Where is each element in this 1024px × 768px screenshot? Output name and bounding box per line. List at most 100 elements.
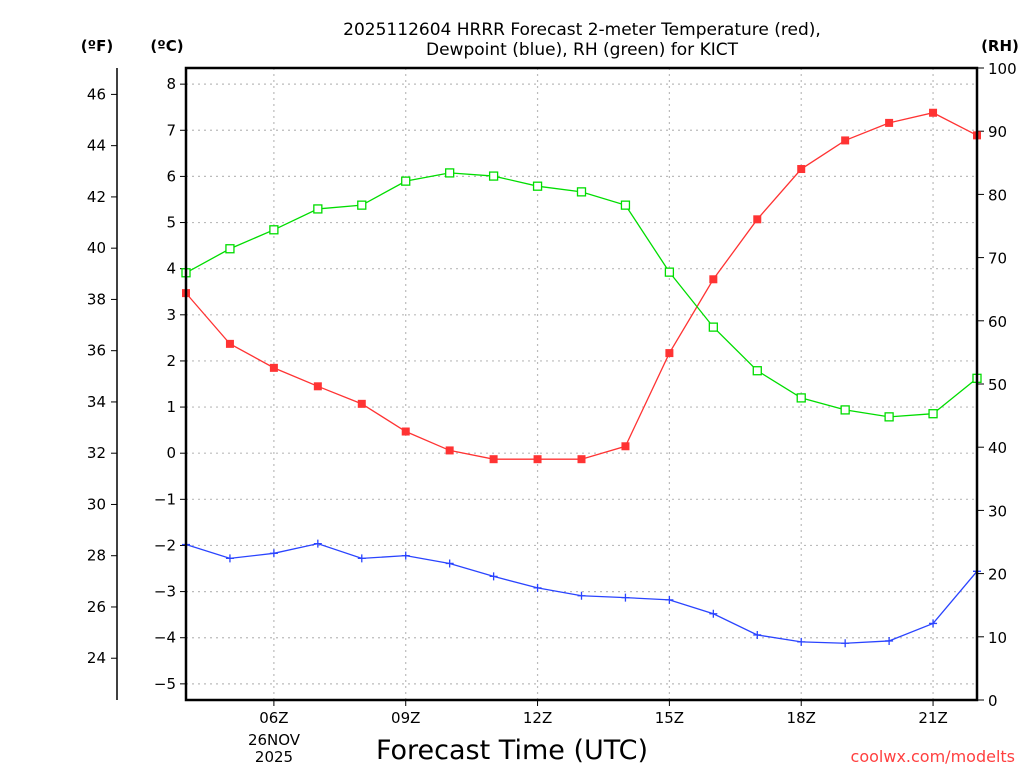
rh-point [488, 171, 499, 181]
celsius-tick-label: −1 [154, 490, 176, 508]
rh-tick-label: 50 [988, 376, 1007, 394]
dewpoint-point [269, 549, 278, 558]
dewpoint-point [533, 583, 542, 592]
temperature-point [225, 339, 234, 348]
celsius-tick-label: 5 [166, 214, 176, 232]
celsius-tick-label: 0 [166, 444, 176, 462]
rh-tick-label: 30 [988, 502, 1007, 520]
rh-point [357, 200, 367, 210]
rh-point [884, 412, 894, 422]
temperature-point [885, 118, 894, 127]
rh-tick-label: 60 [988, 313, 1007, 331]
temperature-point [929, 108, 938, 117]
dewpoint-point [225, 554, 234, 563]
dewpoint-point [445, 559, 454, 568]
fahrenheit-tick-label: 24 [87, 649, 106, 667]
dewpoint-point [841, 639, 850, 648]
rh-point [840, 405, 850, 415]
rh-point [708, 322, 718, 332]
rh-point [664, 267, 675, 277]
dewpoint-point [753, 630, 762, 639]
x-tick-label: 06Z [259, 709, 288, 727]
dewpoint-point [709, 609, 718, 618]
fahrenheit-tick-label: 38 [87, 290, 106, 308]
temperature-point [709, 275, 718, 284]
dewpoint-point [577, 591, 586, 600]
x-tick-label: 21Z [918, 709, 947, 727]
fahrenheit-tick-label: 44 [87, 137, 106, 155]
rh-point [313, 204, 323, 214]
dewpoint-point [797, 637, 806, 646]
fahrenheit-tick-label: 32 [87, 444, 106, 462]
celsius-tick-label: −5 [154, 675, 176, 693]
rh-tick-label: 80 [988, 186, 1007, 204]
rh-point [532, 181, 543, 191]
celsius-tick-label: 6 [166, 167, 176, 185]
rh-point [620, 200, 631, 210]
x-tick-label: 09Z [391, 709, 420, 727]
dewpoint-point [885, 636, 894, 645]
dewpoint-point [665, 595, 674, 604]
dewpoint-point [929, 619, 938, 628]
dewpoint-point [401, 551, 410, 560]
fahrenheit-tick-label: 26 [87, 598, 106, 616]
rh-point [225, 244, 235, 254]
chart-title-line-2: Dewpoint (blue), RH (green) for KICT [426, 40, 739, 60]
celsius-tick-label: −4 [154, 629, 176, 647]
temperature-point [445, 446, 454, 455]
date-label-year: 2025 [255, 748, 293, 766]
rh-point [445, 168, 455, 178]
rh-tick-label: 40 [988, 439, 1007, 457]
temperature-point [797, 165, 806, 174]
dewpoint-point [489, 572, 498, 581]
fahrenheit-tick-label: 30 [87, 495, 106, 513]
x-tick-label: 15Z [655, 709, 684, 727]
x-tick-label: 12Z [523, 709, 552, 727]
celsius-tick-label: 1 [166, 398, 176, 416]
celsius-tick-label: −2 [154, 536, 176, 554]
temperature-point [357, 399, 366, 408]
celsius-tick-label: 4 [166, 260, 176, 278]
temperature-point [401, 427, 410, 436]
rh-point [928, 409, 938, 419]
rh-tick-label: 10 [988, 629, 1007, 647]
x-axis-label: Forecast Time (UTC) [376, 735, 648, 766]
rh-point [752, 366, 762, 376]
fahrenheit-unit-label: (ºF) [81, 37, 113, 55]
plot-frame [184, 66, 979, 702]
rh-point [576, 187, 587, 197]
fahrenheit-tick-label: 28 [87, 547, 106, 565]
celsius-unit-label: (ºC) [150, 37, 183, 55]
rh-tick-label: 70 [988, 250, 1007, 268]
rh-point [269, 225, 279, 235]
temperature-point [577, 455, 586, 464]
fahrenheit-tick-label: 42 [87, 188, 106, 206]
fahrenheit-tick-label: 36 [87, 342, 106, 360]
celsius-tick-label: −3 [154, 583, 176, 601]
rh-point [401, 176, 411, 186]
date-label-day: 26NOV [248, 731, 301, 749]
fahrenheit-tick-label: 40 [87, 239, 106, 257]
fahrenheit-tick-label: 46 [87, 85, 106, 103]
temperature-point [753, 215, 762, 224]
dewpoint-point [313, 539, 322, 548]
celsius-tick-label: 2 [166, 352, 176, 370]
temperature-point [489, 455, 498, 464]
celsius-tick-label: 7 [166, 121, 176, 139]
rh-tick-label: 90 [988, 123, 1007, 141]
temperature-point [665, 349, 674, 358]
temperature-point [269, 363, 278, 372]
temperature-point [313, 382, 322, 391]
temperature-point [533, 455, 542, 464]
temperature-point [621, 442, 630, 451]
fahrenheit-tick-label: 34 [87, 393, 106, 411]
rh-unit-label: (RH) [981, 37, 1019, 55]
rh-tick-label: 100 [988, 60, 1017, 78]
credit-label: coolwx.com/modelts [851, 747, 1015, 766]
rh-tick-label: 20 [988, 566, 1007, 584]
dewpoint-point [357, 554, 366, 563]
celsius-tick-label: 3 [166, 306, 176, 324]
temperature-point [841, 136, 850, 145]
celsius-tick-label: 8 [166, 75, 176, 93]
